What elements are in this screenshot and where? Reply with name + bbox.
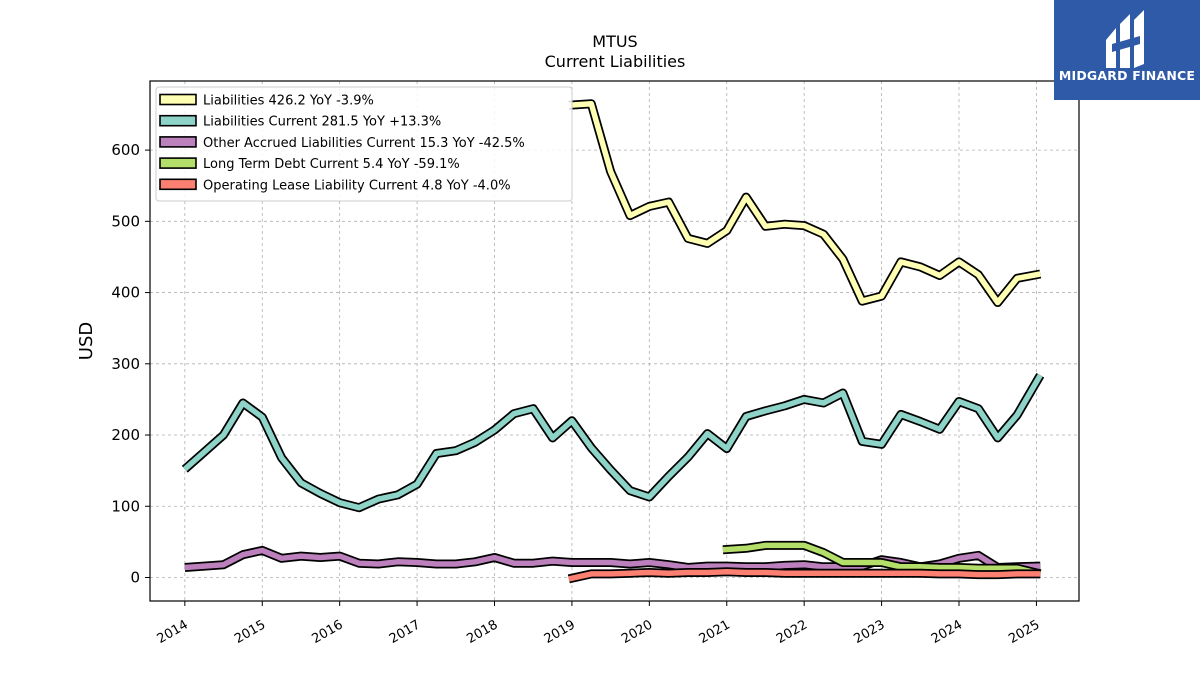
plot-frame <box>149 80 1080 602</box>
series-liabilities-current <box>181 372 1045 513</box>
legend-box <box>155 86 573 202</box>
y-tick-label: 400 <box>111 284 140 302</box>
x-tick-label: 2014 <box>155 617 191 647</box>
x-tick-label: 2023 <box>851 617 887 647</box>
legend-swatch <box>159 136 197 148</box>
x-tick-label: 2016 <box>310 617 346 647</box>
chart-title: MTUS <box>592 32 637 51</box>
legend-swatch <box>159 157 197 169</box>
legend-entry: Long Term Debt Current 5.4 YoY -59.1% <box>203 157 460 172</box>
series-line <box>722 542 1041 577</box>
series-liabilities <box>568 99 1042 307</box>
brand-logo: MIDGARD FINANCE <box>1054 0 1200 100</box>
legend-entry: Liabilities Current 281.5 YoY +13.3% <box>203 115 441 130</box>
y-tick-label: 100 <box>111 497 140 515</box>
x-tick-label: 2017 <box>387 617 423 647</box>
y-axis-label: USD <box>76 322 97 360</box>
x-tick-label: 2024 <box>929 617 965 647</box>
legend-entry: Operating Lease Liability Current 4.8 Yo… <box>203 178 511 193</box>
y-tick-label: 500 <box>111 212 140 230</box>
y-axis-ticks: 0 100 200 300 400 500 600 <box>111 141 150 586</box>
x-tick-label: 2025 <box>1006 617 1042 647</box>
series-line <box>568 101 1041 306</box>
logo-brand-name: MIDGARD FINANCE <box>1058 68 1196 83</box>
x-tick-label: 2020 <box>619 617 655 647</box>
y-tick-label: 300 <box>111 355 140 373</box>
series-operating-lease-liability-current <box>567 567 1041 584</box>
x-tick-label: 2022 <box>774 617 810 647</box>
x-tick-label: 2021 <box>697 617 733 647</box>
grid <box>150 81 1079 601</box>
x-axis-ticks: 2014 2015 2016 2017 2018 2019 2020 2021 2022 2023… <box>155 601 1042 647</box>
logo-mark-icon <box>1106 10 1144 68</box>
chart-subtitle: Current Liabilities <box>545 52 686 71</box>
y-tick-label: 200 <box>111 426 140 444</box>
y-tick-label: 0 <box>130 568 140 586</box>
series-line <box>568 569 1041 582</box>
legend-swatch <box>159 114 197 127</box>
x-tick-label: 2015 <box>232 617 268 647</box>
x-tick-label: 2019 <box>542 617 578 647</box>
legend-swatch <box>159 93 197 106</box>
series-line <box>182 373 1043 511</box>
y-tick-label: 600 <box>111 141 140 159</box>
plot-series <box>181 99 1045 584</box>
legend: Liabilities 426.2 YoY -3.9% Liabilities C… <box>155 86 573 202</box>
x-tick-label: 2018 <box>464 617 500 647</box>
legend-entry: Liabilities 426.2 YoY -3.9% <box>203 94 374 109</box>
series-long-term-debt-current <box>722 540 1042 579</box>
chart-titles: MTUS Current Liabilities <box>545 32 686 71</box>
legend-entry: Other Accrued Liabilities Current 15.3 Y… <box>203 136 525 151</box>
legend-swatch <box>159 178 197 191</box>
